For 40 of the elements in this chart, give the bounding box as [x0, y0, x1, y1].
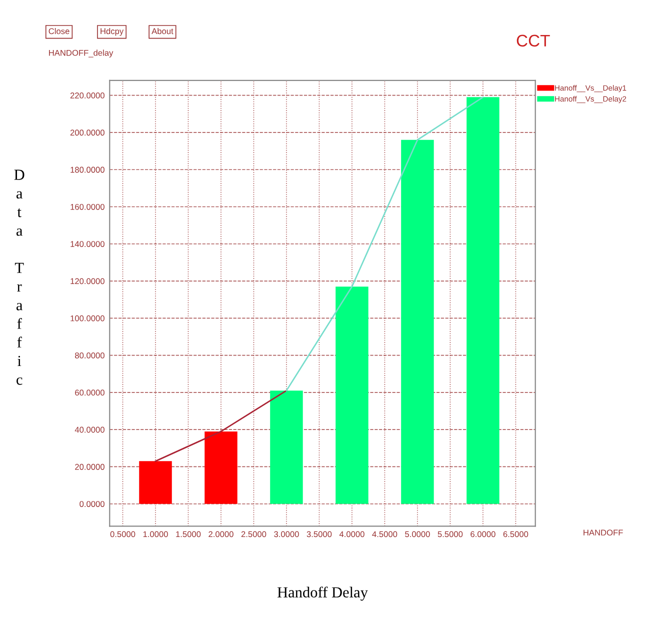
- y-tick-label: 140.0000: [70, 241, 104, 247]
- bar: [336, 286, 368, 504]
- text: About: [152, 28, 174, 34]
- text: Close: [48, 28, 70, 34]
- y-tick-label: 200.0000: [70, 130, 104, 136]
- bar: [466, 97, 500, 504]
- y-tick-label: 180.0000: [70, 166, 104, 173]
- line-series: [286, 96, 484, 392]
- bar: [401, 140, 434, 504]
- x-tick-label: 5.5000: [438, 531, 463, 538]
- y-tick-label: 220.0000: [70, 92, 104, 98]
- text: Hdcpy: [100, 28, 124, 36]
- x-tick-label: 3.5000: [306, 531, 332, 538]
- text: Data Traffic: [14, 170, 24, 385]
- chart-title: CCT: [516, 34, 550, 47]
- bar: [139, 461, 172, 504]
- bar: [270, 390, 303, 504]
- text: HANDOFF_delay: [49, 50, 114, 58]
- x-tick-label: 2.5000: [241, 531, 266, 538]
- x-tick-label: 0.5000: [110, 531, 136, 538]
- y-tick-label: 20.0000: [75, 464, 104, 470]
- x-tick-label: 2.0000: [208, 531, 234, 538]
- y-tick-label: 160.0000: [70, 204, 104, 210]
- y-tick-label: 40.0000: [74, 426, 104, 433]
- x-tick-label: 1.5000: [176, 531, 201, 538]
- x-tick-label: 6.0000: [470, 531, 496, 538]
- x-tick-label: 3.0000: [274, 531, 299, 538]
- x-axis-title: Handoff Delay: [277, 586, 368, 601]
- y-tick-label: 60.0000: [75, 390, 104, 396]
- y-tick-label: 0.0000: [80, 501, 104, 507]
- y-tick-label: 120.0000: [70, 278, 104, 284]
- y-tick-label: 100.0000: [70, 315, 104, 322]
- bar: [204, 431, 238, 504]
- text: HANDOFF: [584, 530, 623, 536]
- x-tick-label: 4.0000: [339, 531, 364, 538]
- x-tick-label: 6.5000: [503, 531, 528, 538]
- y-tick-label: 80.0000: [75, 352, 104, 358]
- x-tick-label: 1.0000: [143, 531, 168, 538]
- x-tick-label: 4.5000: [372, 531, 398, 538]
- x-tick-label: 5.0000: [405, 531, 430, 538]
